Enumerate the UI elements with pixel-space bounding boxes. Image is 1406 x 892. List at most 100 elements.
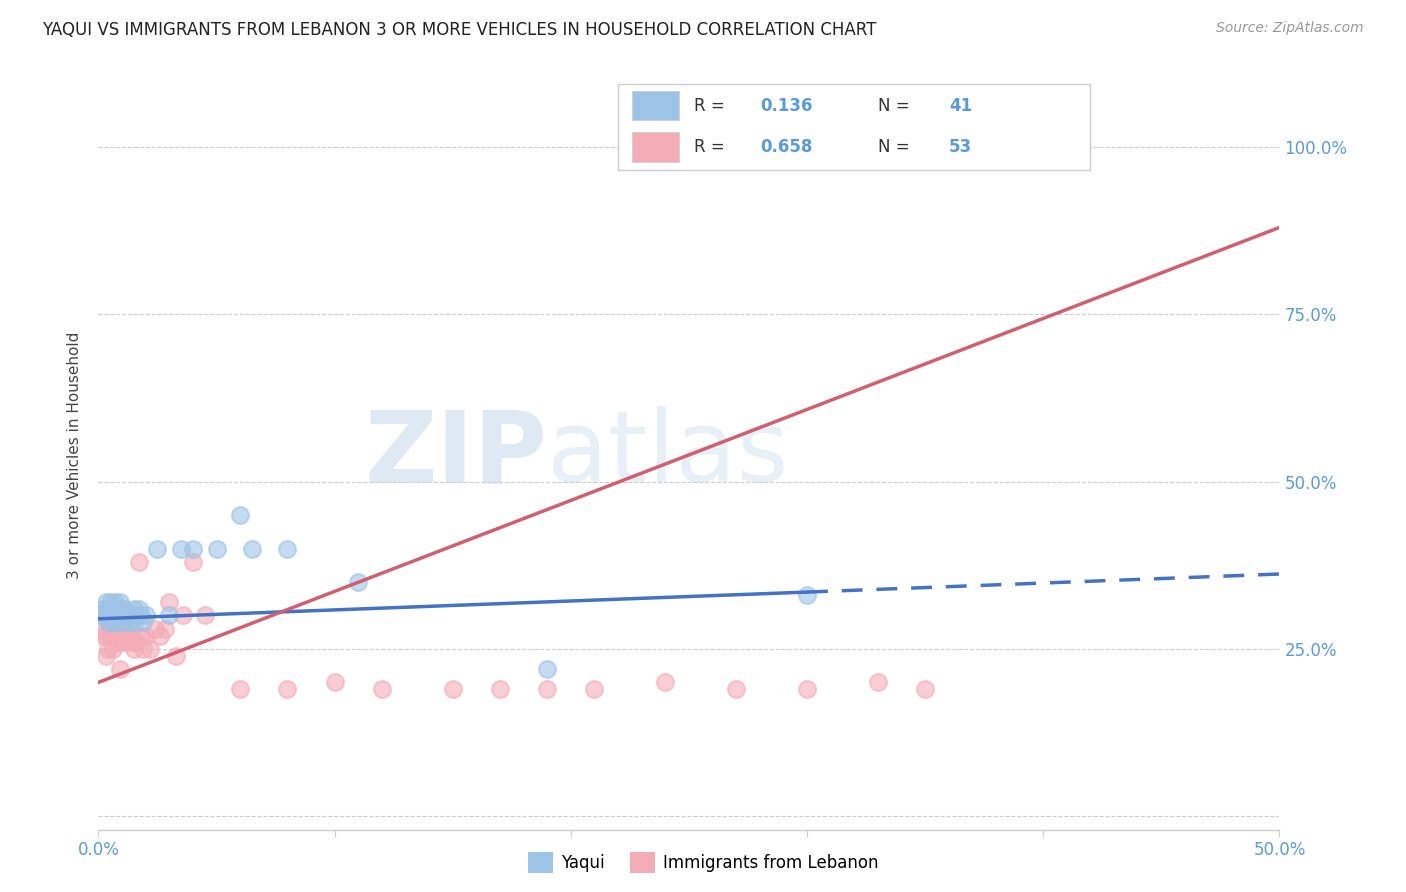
Point — [796, 589, 818, 603]
Point — [97, 615, 120, 630]
Point — [112, 602, 135, 616]
Point — [121, 608, 143, 623]
Point — [94, 648, 117, 663]
Point — [536, 682, 558, 697]
Point — [153, 622, 176, 636]
Point — [181, 555, 204, 569]
Point — [489, 682, 512, 697]
Point — [105, 635, 128, 649]
Point — [125, 608, 148, 623]
Point — [157, 595, 180, 609]
Point — [128, 602, 150, 616]
Point — [536, 662, 558, 676]
Text: ZIP: ZIP — [364, 407, 547, 503]
Point — [122, 615, 145, 630]
Point — [97, 622, 120, 636]
Point — [371, 682, 394, 697]
Point — [149, 628, 172, 642]
Point — [94, 628, 117, 642]
Point — [276, 682, 298, 697]
Point — [105, 615, 128, 630]
Point — [240, 541, 263, 556]
Point — [796, 682, 818, 697]
Point — [90, 622, 112, 636]
Point — [157, 608, 180, 623]
Point — [135, 608, 157, 623]
Point — [112, 628, 135, 642]
Point — [108, 628, 131, 642]
Point — [111, 622, 134, 636]
Point — [104, 595, 127, 609]
Point — [115, 608, 138, 623]
Point — [91, 628, 114, 642]
Point — [118, 615, 141, 630]
Point — [98, 608, 121, 623]
Point — [115, 635, 138, 649]
Point — [104, 608, 127, 623]
Point — [121, 622, 143, 636]
Point — [129, 608, 152, 623]
Point — [98, 595, 121, 609]
Point — [108, 595, 131, 609]
Point — [94, 595, 117, 609]
Point — [111, 602, 134, 616]
Point — [108, 662, 131, 676]
Point — [229, 682, 252, 697]
Text: YAQUI VS IMMIGRANTS FROM LEBANON 3 OR MORE VEHICLES IN HOUSEHOLD CORRELATION CHA: YAQUI VS IMMIGRANTS FROM LEBANON 3 OR MO… — [42, 21, 876, 38]
Point — [139, 642, 162, 657]
Text: Source: ZipAtlas.com: Source: ZipAtlas.com — [1216, 21, 1364, 35]
Point — [108, 608, 131, 623]
Point — [105, 602, 128, 616]
Point — [104, 622, 127, 636]
Point — [132, 615, 155, 630]
Point — [172, 608, 194, 623]
Point — [104, 628, 127, 642]
Point — [1032, 127, 1054, 141]
Point — [205, 541, 228, 556]
Point — [105, 622, 128, 636]
Point — [122, 602, 145, 616]
Point — [122, 635, 145, 649]
Point — [111, 615, 134, 630]
Point — [125, 635, 148, 649]
Point — [441, 682, 464, 697]
Point — [135, 628, 157, 642]
Point — [111, 635, 134, 649]
Point — [170, 541, 193, 556]
Point — [181, 541, 204, 556]
Point — [143, 622, 166, 636]
Point — [725, 682, 748, 697]
Point — [112, 608, 135, 623]
Point — [132, 642, 155, 657]
Point — [914, 682, 936, 697]
Point — [583, 682, 606, 697]
Point — [128, 555, 150, 569]
Legend: Yaqui, Immigrants from Lebanon: Yaqui, Immigrants from Lebanon — [522, 846, 884, 880]
Point — [654, 675, 676, 690]
Y-axis label: 3 or more Vehicles in Household: 3 or more Vehicles in Household — [67, 331, 83, 579]
Point — [129, 628, 152, 642]
Point — [97, 602, 120, 616]
Point — [101, 642, 124, 657]
Point — [91, 602, 114, 616]
Point — [229, 508, 252, 523]
Point — [90, 608, 112, 623]
Point — [194, 608, 217, 623]
Point — [98, 628, 121, 642]
Point — [94, 608, 117, 623]
Point — [276, 541, 298, 556]
Point — [97, 642, 120, 657]
Point — [118, 628, 141, 642]
Point — [98, 615, 121, 630]
Point — [347, 575, 370, 590]
Point — [323, 675, 346, 690]
Point — [101, 622, 124, 636]
Text: atlas: atlas — [547, 407, 789, 503]
Point — [122, 642, 145, 657]
Point — [101, 615, 124, 630]
Point — [866, 675, 889, 690]
Point — [101, 602, 124, 616]
Point — [112, 622, 135, 636]
Point — [165, 648, 187, 663]
Point — [146, 541, 169, 556]
